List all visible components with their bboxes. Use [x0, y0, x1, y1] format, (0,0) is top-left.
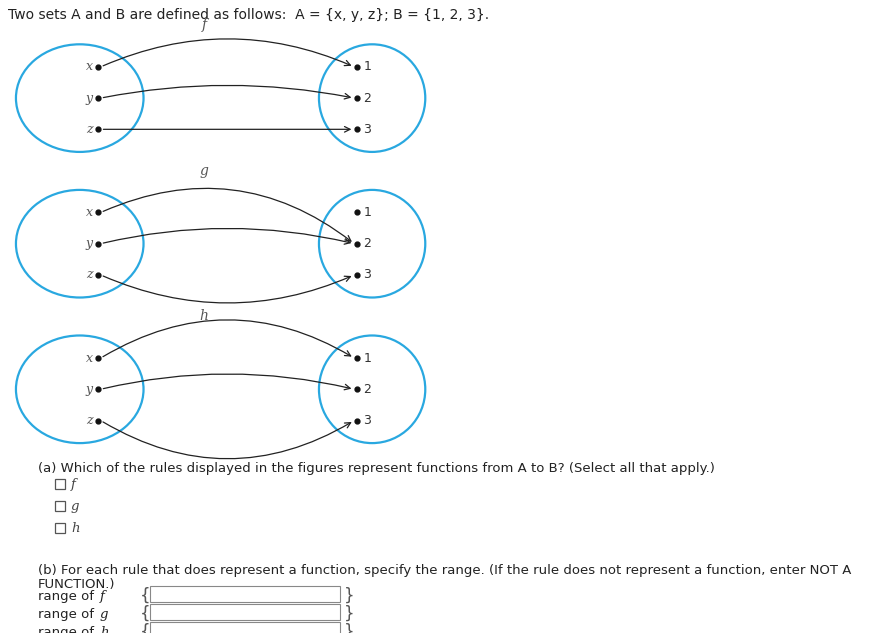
Text: g: g	[100, 608, 108, 620]
Text: z: z	[86, 123, 93, 136]
Text: 3: 3	[363, 268, 371, 282]
Text: range of: range of	[38, 608, 98, 620]
Text: z: z	[86, 414, 93, 427]
Text: }: }	[344, 623, 354, 633]
Bar	[55, 501, 65, 511]
Text: 2: 2	[363, 383, 371, 396]
Text: range of: range of	[38, 589, 98, 603]
Text: h: h	[199, 310, 208, 323]
Text: (a) Which of the rules displayed in the figures represent functions from A to B?: (a) Which of the rules displayed in the …	[38, 462, 715, 475]
Text: g: g	[199, 164, 208, 178]
Text: y: y	[85, 383, 93, 396]
Text: 1: 1	[363, 351, 371, 365]
Bar	[150, 622, 340, 633]
Text: f: f	[100, 589, 105, 603]
Text: x: x	[86, 60, 93, 73]
Text: x: x	[86, 351, 93, 365]
Text: 3: 3	[363, 123, 371, 136]
Text: range of: range of	[38, 625, 98, 633]
Text: x: x	[86, 206, 93, 219]
Text: f: f	[71, 477, 76, 491]
Text: {: {	[140, 587, 151, 605]
Text: {: {	[140, 623, 151, 633]
Text: 1: 1	[363, 60, 371, 73]
Bar	[55, 479, 65, 489]
Text: g: g	[71, 499, 80, 513]
Text: {: {	[140, 605, 151, 623]
Text: Two sets A and B are defined as follows:  A = {x, y, z}; B = {1, 2, 3}.: Two sets A and B are defined as follows:…	[8, 8, 489, 22]
Text: 1: 1	[363, 206, 371, 219]
Text: 3: 3	[363, 414, 371, 427]
Text: 2: 2	[363, 237, 371, 250]
Text: h: h	[100, 625, 108, 633]
Text: }: }	[344, 605, 354, 623]
Text: y: y	[85, 92, 93, 104]
Bar	[55, 523, 65, 533]
Text: 2: 2	[363, 92, 371, 104]
Text: h: h	[71, 522, 80, 535]
Text: (b) For each rule that does represent a function, specify the range. (If the rul: (b) For each rule that does represent a …	[38, 564, 851, 577]
Text: }: }	[344, 587, 354, 605]
Bar	[150, 604, 340, 620]
Text: z: z	[86, 268, 93, 282]
Text: FUNCTION.): FUNCTION.)	[38, 578, 115, 591]
Text: y: y	[85, 237, 93, 250]
Bar	[150, 586, 340, 602]
Text: f: f	[201, 18, 206, 32]
